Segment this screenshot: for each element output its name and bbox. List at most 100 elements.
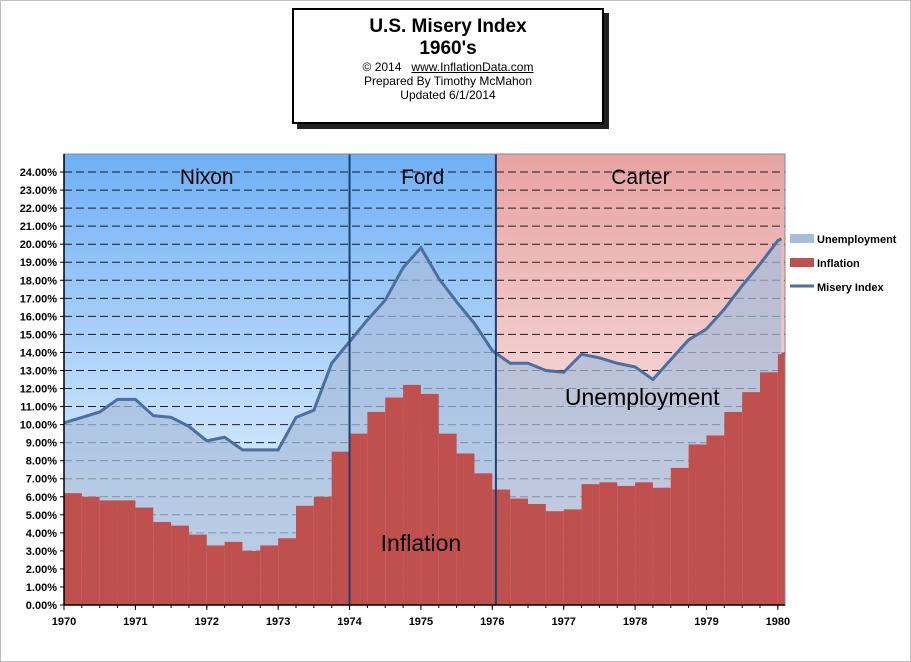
inflation-bar <box>617 485 636 605</box>
x-tick-label: 1977 <box>551 616 575 628</box>
inflation-bar <box>724 411 743 605</box>
y-tick-label: 23.00% <box>20 185 58 197</box>
misery-index-line <box>63 237 783 452</box>
x-tick-label: 1976 <box>480 616 504 628</box>
x-tick-label: 1973 <box>266 616 290 628</box>
inflation-bar <box>296 505 314 605</box>
inflation-bar <box>367 411 386 605</box>
y-tick-label: 13.00% <box>20 365 58 377</box>
inflation-bar <box>135 507 154 605</box>
y-tick-label: 15.00% <box>20 329 58 341</box>
annotation-inflation: Inflation <box>381 530 462 556</box>
y-tick-label: 10.00% <box>20 420 58 432</box>
inflation-bar <box>260 545 279 605</box>
x-tick-label: 1974 <box>337 616 362 628</box>
y-tick-label: 2.00% <box>26 564 57 576</box>
updated-date: Updated 6/1/2014 <box>400 88 496 102</box>
y-tick-label: 18.00% <box>20 275 58 287</box>
x-tick-label: 1975 <box>409 616 433 628</box>
inflation-bar <box>528 503 546 605</box>
inflation-bar <box>510 498 529 605</box>
site-link[interactable]: www.InflationData.com <box>411 60 534 74</box>
y-tick-label: 11.00% <box>20 402 57 414</box>
inflation-bar <box>403 384 421 605</box>
y-tick-label: 1.00% <box>26 582 57 594</box>
y-tick-label: 19.00% <box>20 257 58 269</box>
legend-label-unemployment: Unemployment <box>817 234 897 246</box>
region-label-nixon: Nixon <box>180 166 234 189</box>
inflation-bar <box>64 493 82 605</box>
inflation-bar <box>474 473 493 605</box>
y-tick-label: 14.00% <box>20 347 58 359</box>
prepared-by: Prepared By Timothy McMahon <box>363 74 533 88</box>
x-tick-label: 1978 <box>623 616 647 628</box>
chart-title: U.S. Misery Index <box>369 16 527 37</box>
inflation-bar <box>563 509 582 605</box>
y-tick-label: 7.00% <box>26 474 57 486</box>
inflation-bar <box>635 482 653 605</box>
y-tick-label: 8.00% <box>26 456 57 468</box>
y-tick-label: 6.00% <box>26 492 57 504</box>
inflation-bar <box>313 496 332 605</box>
y-tick-label: 21.00% <box>20 221 58 233</box>
x-tick-label: 1979 <box>694 616 718 628</box>
inflation-bar <box>438 433 457 605</box>
misery-line-layer <box>63 237 783 452</box>
inflation-bar <box>242 550 261 605</box>
x-tick-label: 1971 <box>123 616 147 628</box>
region-label-carter: Carter <box>611 166 669 189</box>
y-tick-label: 24.00% <box>20 167 58 179</box>
inflation-bar <box>224 541 243 605</box>
x-tick-label: 1970 <box>52 616 76 628</box>
inflation-bar <box>581 484 600 605</box>
inflation-bar <box>652 487 671 605</box>
legend-swatch-unemployment <box>790 234 814 243</box>
region-dividers <box>348 154 497 605</box>
inflation-bar <box>420 393 439 605</box>
inflation-bar <box>706 435 725 605</box>
legend-label-inflation: Inflation <box>817 258 860 270</box>
y-tick-label: 12.00% <box>20 384 58 396</box>
inflation-bar <box>278 538 297 605</box>
y-tick-label: 9.00% <box>26 438 57 450</box>
legend: Unemployment Inflation Misery Index <box>790 234 897 294</box>
inflation-bar <box>81 496 100 605</box>
inflation-bar <box>545 511 564 605</box>
legend-label-misery: Misery Index <box>817 282 885 294</box>
y-tick-label: 0.00% <box>26 600 57 612</box>
copyright-line: © 2014 www.InflationData.com <box>294 60 602 74</box>
region-label-ford: Ford <box>401 166 444 189</box>
annotation-unemployment: Unemployment <box>565 384 720 410</box>
inflation-bar <box>171 525 189 605</box>
inflation-bar <box>670 467 689 605</box>
inflation-bar <box>188 534 207 605</box>
chart-subtitle: 1960's <box>419 38 477 59</box>
inflation-bar <box>385 397 404 605</box>
y-tick-label: 22.00% <box>20 203 58 215</box>
inflation-bar <box>599 482 618 605</box>
y-tick-label: 16.00% <box>20 311 58 323</box>
title-box: U.S. Misery Index 1960's © 2014 www.Infl… <box>292 8 604 124</box>
y-tick-label: 5.00% <box>26 510 57 522</box>
inflation-bar <box>99 500 118 605</box>
inflation-bar <box>781 352 785 605</box>
inflation-bar <box>688 444 707 605</box>
x-tick-label: 1980 <box>766 616 790 628</box>
inflation-bar <box>760 372 778 605</box>
inflation-bar <box>331 451 350 605</box>
inflation-bar <box>742 392 761 605</box>
inflation-bar <box>117 500 136 605</box>
copyright-text: © 2014 <box>362 60 402 74</box>
x-tick-label: 1972 <box>195 616 219 628</box>
axes: 0.00% 1.00% 2.00% 3.00% 4.00% 5.00% 6.00% 7.00%… <box>20 153 790 628</box>
y-tick-label: 3.00% <box>26 546 57 558</box>
y-tick-label: 20.00% <box>20 239 58 251</box>
area-series <box>64 238 785 605</box>
inflation-bar <box>206 545 225 605</box>
inflation-bar <box>456 453 475 605</box>
labels: Nixon Ford Carter Unemployment Inflation <box>180 166 720 556</box>
inflation-bar <box>349 433 368 605</box>
legend-swatch-inflation <box>790 258 814 267</box>
y-tick-label: 4.00% <box>26 528 57 540</box>
